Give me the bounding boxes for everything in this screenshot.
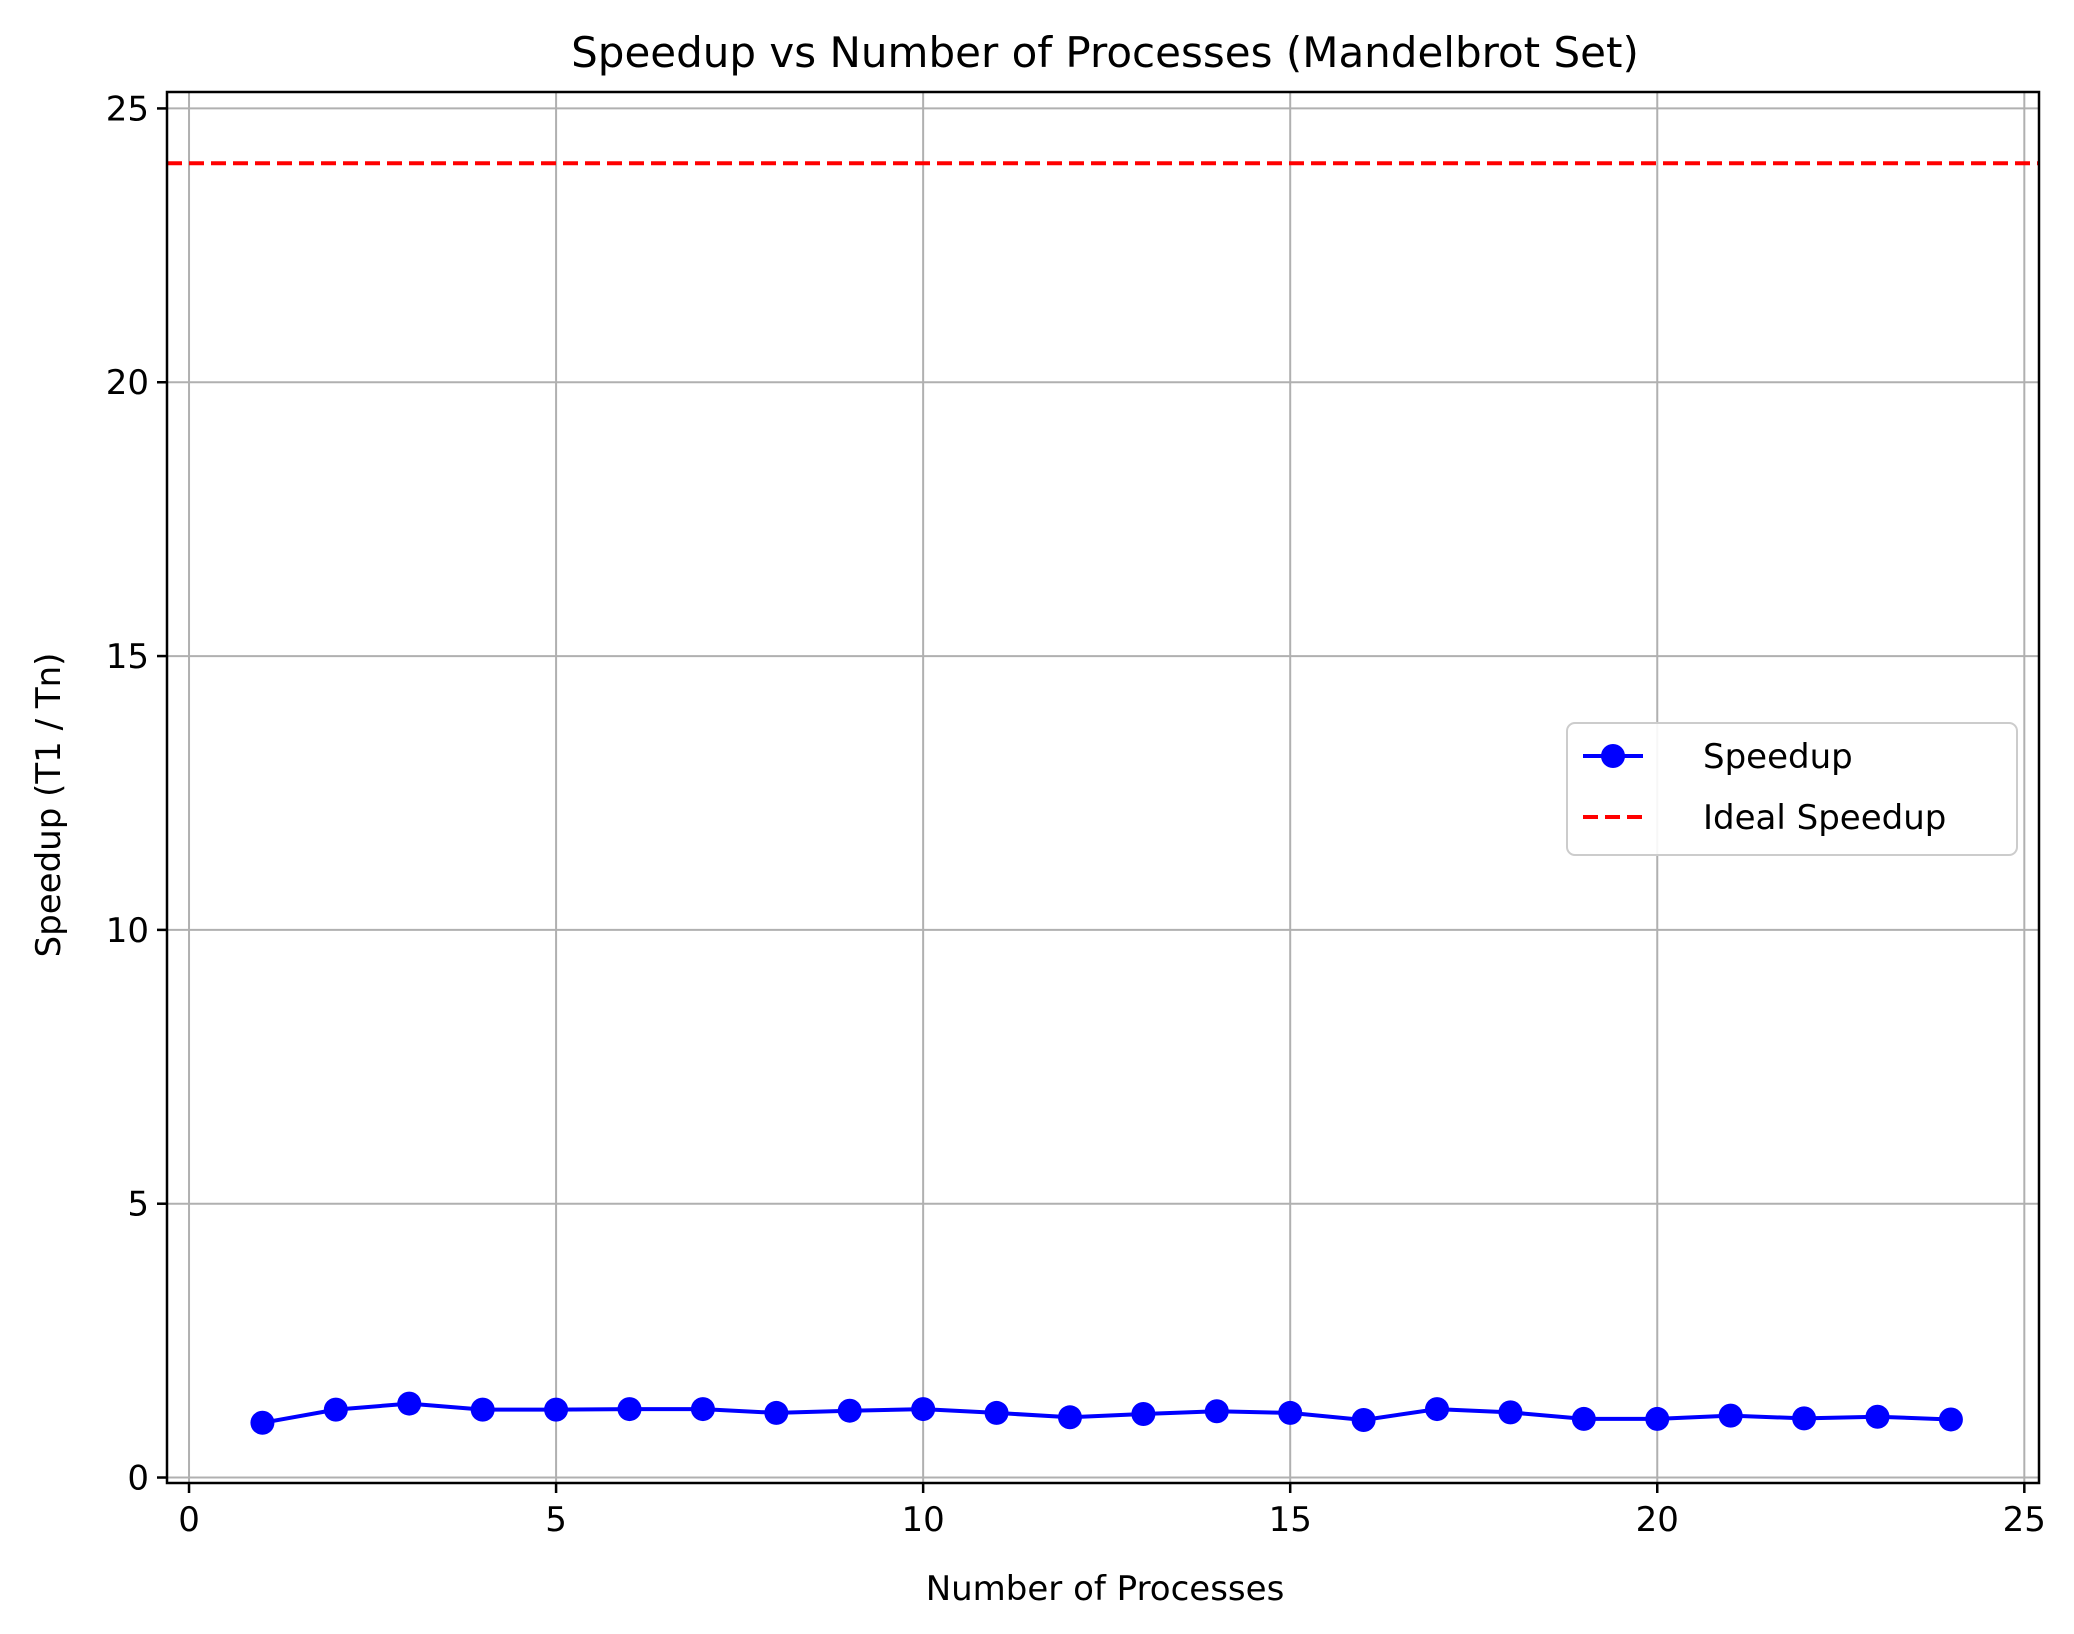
speedup-point	[1938, 1407, 1963, 1432]
speedup-point	[1425, 1397, 1450, 1422]
speedup-point	[250, 1410, 275, 1435]
speedup-point	[1498, 1400, 1523, 1425]
speedup-point	[1645, 1406, 1670, 1431]
speedup-line	[262, 1401, 1951, 1425]
speedup-point	[911, 1397, 936, 1422]
speedup-point	[323, 1397, 348, 1422]
x-tick-label: 15	[1269, 1500, 1312, 1540]
speedup-point	[1792, 1406, 1817, 1431]
plot-frame	[165, 90, 2041, 1485]
speedup-point	[1351, 1408, 1376, 1433]
speedup-point	[1204, 1399, 1229, 1424]
legend-speedup-label: Speedup	[1703, 737, 1853, 777]
x-axis-label: Number of Processes	[926, 1569, 1285, 1609]
speedup-point	[617, 1397, 642, 1422]
grid	[167, 92, 2039, 1483]
axes	[157, 90, 2041, 1493]
speedup-point	[1131, 1401, 1156, 1426]
speedup-point	[764, 1400, 789, 1425]
x-tick-label: 0	[178, 1500, 200, 1540]
x-tick-label: 5	[545, 1500, 567, 1540]
speedup-point	[1571, 1406, 1596, 1431]
x-tick-label: 10	[902, 1500, 945, 1540]
tick-labels: 0 5 10 15 20 25 0 5 10 15 20 25	[106, 89, 2046, 1540]
legend-speedup-marker	[1601, 744, 1625, 768]
speedup-point	[1057, 1405, 1082, 1430]
legend-box	[1566, 722, 2018, 856]
legend: Speedup Ideal Speedup	[1566, 722, 2018, 856]
y-axis-label: Speedup (T1 / Tn)	[29, 653, 69, 958]
y-tick-label: 0	[127, 1459, 149, 1499]
speedup-series-layer	[250, 1391, 1963, 1435]
chart-title: Speedup vs Number of Processes (Mandelbr…	[571, 28, 1639, 77]
y-tick-label: 5	[127, 1185, 149, 1225]
x-tick-label: 25	[2003, 1500, 2046, 1540]
x-tick-label: 20	[1636, 1500, 1679, 1540]
y-tick-label: 25	[106, 89, 149, 129]
speedup-point	[470, 1397, 495, 1422]
speedup-point	[837, 1398, 862, 1423]
y-tick-label: 20	[106, 363, 149, 403]
speedup-point	[1865, 1404, 1890, 1429]
speedup-point	[544, 1397, 569, 1422]
speedup-point	[690, 1397, 715, 1422]
y-tick-label: 15	[106, 637, 149, 677]
speedup-point	[984, 1400, 1009, 1425]
speedup-point	[1278, 1400, 1303, 1425]
speedup-point	[1718, 1403, 1743, 1428]
speedup-point	[397, 1391, 422, 1416]
legend-ideal-label: Ideal Speedup	[1703, 798, 1946, 838]
y-tick-label: 10	[106, 911, 149, 951]
